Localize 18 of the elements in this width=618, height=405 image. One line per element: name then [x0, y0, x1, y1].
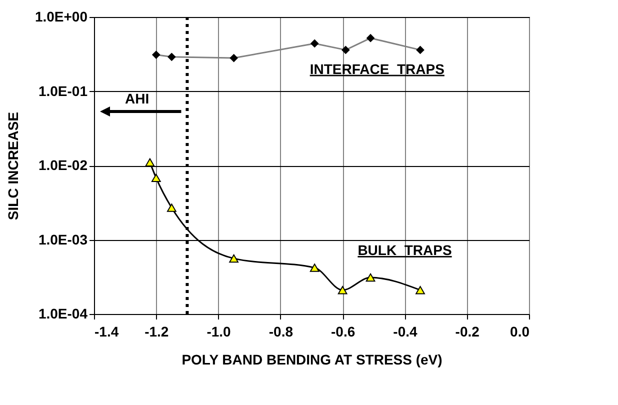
y-tick-label: 1.0E-02: [38, 157, 88, 173]
x-tick-label: 0.0: [510, 324, 530, 340]
x-tick-label: -0.6: [331, 324, 356, 340]
y-tick-label: 1.0E-01: [38, 82, 88, 99]
x-tick-label: -0.8: [268, 324, 294, 340]
x-axis-title: POLY BAND BENDING AT STRESS (eV): [182, 352, 442, 368]
annotation: AHI: [124, 90, 150, 107]
y-axis-title: SILC INCREASE: [4, 112, 21, 220]
x-tick-label: -0.4: [393, 324, 418, 340]
x-tick-label: -1.0: [206, 324, 232, 340]
annotation: INTERFACE TRAPS: [310, 60, 444, 77]
x-tick-label: -1.2: [144, 324, 169, 340]
y-tick-label: 1.0E-03: [38, 231, 88, 248]
annotation: BULK TRAPS: [358, 242, 452, 258]
x-tick-label: -1.4: [94, 324, 119, 340]
y-tick-label: 1.0E-04: [38, 306, 88, 322]
y-tick-label: 1.0E+00: [34, 8, 88, 24]
x-tick-label: -0.2: [455, 324, 480, 340]
